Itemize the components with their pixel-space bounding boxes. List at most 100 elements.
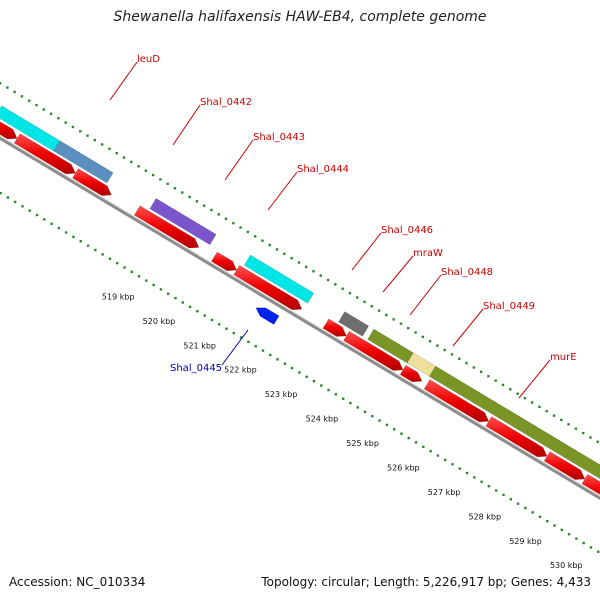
dot: [458, 467, 461, 470]
dot: [596, 440, 599, 444]
cds-arrow: [543, 451, 586, 480]
cds-arrow: [233, 265, 303, 311]
dot: [531, 511, 534, 514]
dot: [574, 427, 578, 430]
dot: [254, 345, 257, 348]
dot: [225, 327, 228, 330]
dot: [545, 410, 548, 413]
gene-leader-line: [109, 61, 138, 101]
cds-arrow: [581, 473, 600, 495]
dot: [167, 292, 170, 295]
dot: [501, 383, 505, 387]
dot: [276, 358, 279, 361]
cog-feature: [243, 254, 315, 304]
dot: [35, 103, 38, 107]
cds-arrow: [485, 416, 548, 458]
dot: [487, 375, 490, 378]
dot: [377, 309, 381, 312]
dot: [101, 253, 104, 256]
dot: [370, 305, 373, 308]
dot: [13, 200, 17, 204]
dot: [450, 353, 454, 356]
dot: [552, 414, 556, 417]
dot: [553, 524, 556, 527]
dot: [122, 156, 126, 159]
gene-label: Shal_0448: [441, 267, 493, 278]
dot: [319, 274, 322, 277]
dot: [50, 222, 53, 225]
scale-ticks: 519 kbp 520 kbp 521 kbp 522 kbp 523 kbp 524 k…: [102, 292, 583, 570]
dot: [195, 200, 199, 203]
dot: [546, 519, 549, 523]
dot: [210, 318, 214, 322]
dot: [217, 213, 220, 216]
dot: [597, 550, 600, 553]
dot: [232, 331, 236, 335]
gene-labels: leuD Shal_0442 Shal_0443 Shal_0444 Shal_0446…: [109, 54, 577, 399]
dot: [509, 388, 512, 391]
dot: [341, 287, 344, 290]
dot: [28, 209, 31, 212]
dot: [575, 537, 578, 540]
gene-label: Shal_0444: [297, 164, 349, 175]
scale-tick-label: 530 kbp: [550, 561, 583, 570]
gc-skew-dots: [0, 82, 600, 553]
dot: [144, 169, 148, 172]
dot: [495, 489, 498, 492]
dot: [312, 380, 316, 383]
dot: [560, 528, 564, 532]
dot: [166, 182, 169, 186]
dot: [378, 419, 381, 422]
dot: [181, 191, 184, 194]
dot: [269, 353, 272, 357]
cds-arrow-minus: [255, 307, 280, 325]
backbone-line: [0, 135, 600, 501]
dot: [108, 147, 111, 151]
dot: [472, 366, 476, 369]
dot: [123, 266, 126, 269]
dot: [589, 546, 593, 549]
dot: [421, 335, 425, 339]
dot: [115, 151, 118, 155]
dot: [72, 235, 75, 239]
dot: [567, 533, 571, 536]
gene-leader-line: [224, 139, 254, 181]
dot: [247, 340, 250, 344]
dot: [130, 270, 133, 274]
dot: [43, 218, 46, 221]
accession-text: Accession: NC_010334: [9, 575, 146, 589]
dot: [35, 213, 39, 217]
dot: [422, 445, 425, 449]
dot: [443, 348, 446, 352]
dot: [253, 235, 257, 238]
dot: [312, 270, 315, 273]
dot: [93, 138, 97, 142]
dot: [159, 178, 162, 181]
dot: [6, 196, 10, 199]
dot: [385, 313, 388, 317]
dot: [71, 125, 75, 129]
cds-arrow: [322, 318, 347, 337]
dot: [509, 498, 512, 501]
gene-label: mraW: [413, 248, 443, 259]
dot: [581, 431, 585, 435]
dot: [298, 371, 301, 374]
dot: [334, 393, 338, 396]
dot: [283, 252, 286, 255]
gene-leader-line: [351, 232, 382, 271]
dot: [516, 502, 520, 505]
dot: [334, 283, 337, 286]
scale-tick-label: 527 kbp: [428, 488, 461, 497]
dot: [473, 476, 476, 479]
dot: [79, 240, 82, 243]
genome-summary-text: Topology: circular; Length: 5,226,917 bp…: [261, 575, 591, 589]
dot: [64, 231, 68, 234]
dot: [400, 432, 403, 435]
cds-arrow: [423, 379, 490, 423]
dot: [480, 480, 483, 483]
dot: [0, 191, 2, 195]
dot: [246, 230, 250, 234]
dot: [356, 406, 359, 409]
dot: [399, 322, 403, 325]
dot: [173, 186, 177, 190]
